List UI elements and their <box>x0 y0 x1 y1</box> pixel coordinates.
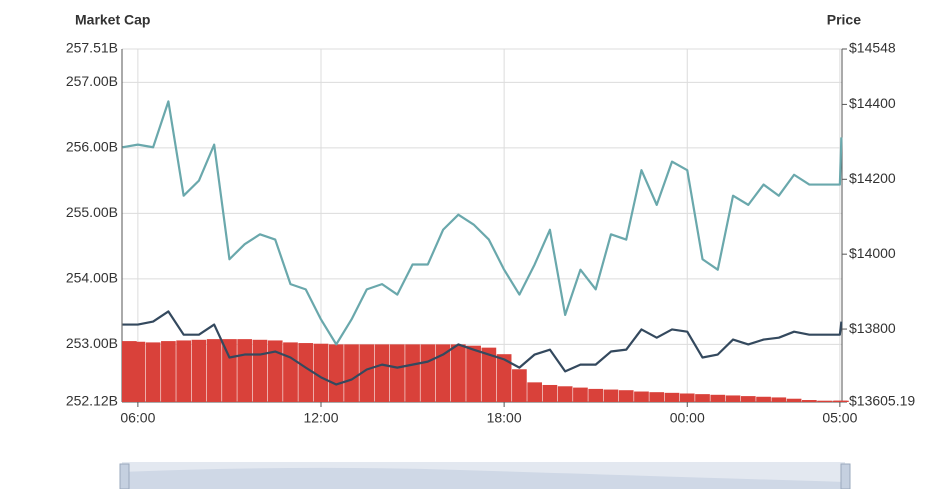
y-axis-title: Market Cap <box>75 12 150 28</box>
volume-bar <box>161 341 176 402</box>
volume-bar <box>603 389 619 402</box>
volume-bar <box>557 386 573 402</box>
y2-tick-label: $14000 <box>849 245 896 261</box>
volume-bar <box>801 400 817 402</box>
volume-bar <box>588 388 604 402</box>
y-tick-label: 253.00B <box>66 335 118 351</box>
y-tick-label: 254.00B <box>66 270 118 286</box>
volume-bar <box>374 344 390 402</box>
y2-tick-label: $14548 <box>849 40 896 56</box>
volume-bar <box>359 344 375 402</box>
y-tick-label: 257.51B <box>66 40 118 56</box>
y2-tick-label: $14400 <box>849 95 896 111</box>
y-tick-label: 256.00B <box>66 139 118 155</box>
x-tick-label: 00:00 <box>670 410 705 426</box>
volume-bar <box>573 387 588 402</box>
volume-bar <box>756 396 771 402</box>
volume-bar <box>527 382 542 402</box>
y-tick-label: 255.00B <box>66 204 118 220</box>
volume-bar <box>740 396 756 402</box>
y2-tick-label: $13605.19 <box>849 393 915 409</box>
volume-bar <box>512 369 527 402</box>
navigator-handle[interactable] <box>840 463 851 489</box>
volume-bar <box>389 344 405 402</box>
volume-bar <box>267 340 283 402</box>
volume-bar <box>344 344 359 402</box>
y2-axis-title: Price <box>827 12 861 28</box>
volume-bar <box>466 345 481 402</box>
navigator-handle[interactable] <box>119 463 130 489</box>
volume-bar <box>237 339 253 402</box>
line <box>122 310 843 386</box>
navigator-area <box>122 467 845 489</box>
volume-bar <box>679 393 695 402</box>
volume-bar <box>496 354 512 402</box>
volume-bar <box>481 347 497 402</box>
x-tick-label: 05:00 <box>822 410 857 426</box>
volume-bar <box>298 343 314 402</box>
volume-bar <box>649 392 665 402</box>
y2-tick-label: $14200 <box>849 170 896 186</box>
volume-bar <box>664 392 680 402</box>
volume-bar <box>710 394 726 402</box>
volume-bar <box>283 342 298 402</box>
volume-bar <box>222 339 237 402</box>
x-tick-label: 12:00 <box>303 410 338 426</box>
x-tick-label: 06:00 <box>120 410 155 426</box>
volume-bar <box>176 340 192 402</box>
volume-bar <box>435 344 451 402</box>
volume-bar <box>771 397 787 402</box>
volume-bar <box>145 342 161 402</box>
volume-bar <box>725 395 741 402</box>
volume-bar <box>313 343 329 402</box>
volume-bar <box>634 391 649 402</box>
line <box>122 100 843 346</box>
volume-bar <box>834 400 849 402</box>
navigator[interactable] <box>119 462 851 489</box>
volume-bar <box>817 400 832 402</box>
volume-bar <box>328 344 344 402</box>
volume-bar <box>191 339 207 402</box>
volume-bar <box>786 398 802 402</box>
x-tick-label: 18:00 <box>487 410 522 426</box>
volume-bar <box>252 339 268 402</box>
volume-bar <box>695 394 710 402</box>
y-tick-label: 252.12B <box>66 393 118 409</box>
volume-bar <box>420 344 436 402</box>
y2-tick-label: $13800 <box>849 320 896 336</box>
volume-bar <box>542 384 558 402</box>
volume-bar <box>450 344 466 402</box>
volume-bar <box>206 339 222 402</box>
y-tick-label: 257.00B <box>66 73 118 89</box>
volume-bar <box>618 390 634 402</box>
volume-bar <box>130 341 146 402</box>
volume-bar <box>405 344 420 402</box>
